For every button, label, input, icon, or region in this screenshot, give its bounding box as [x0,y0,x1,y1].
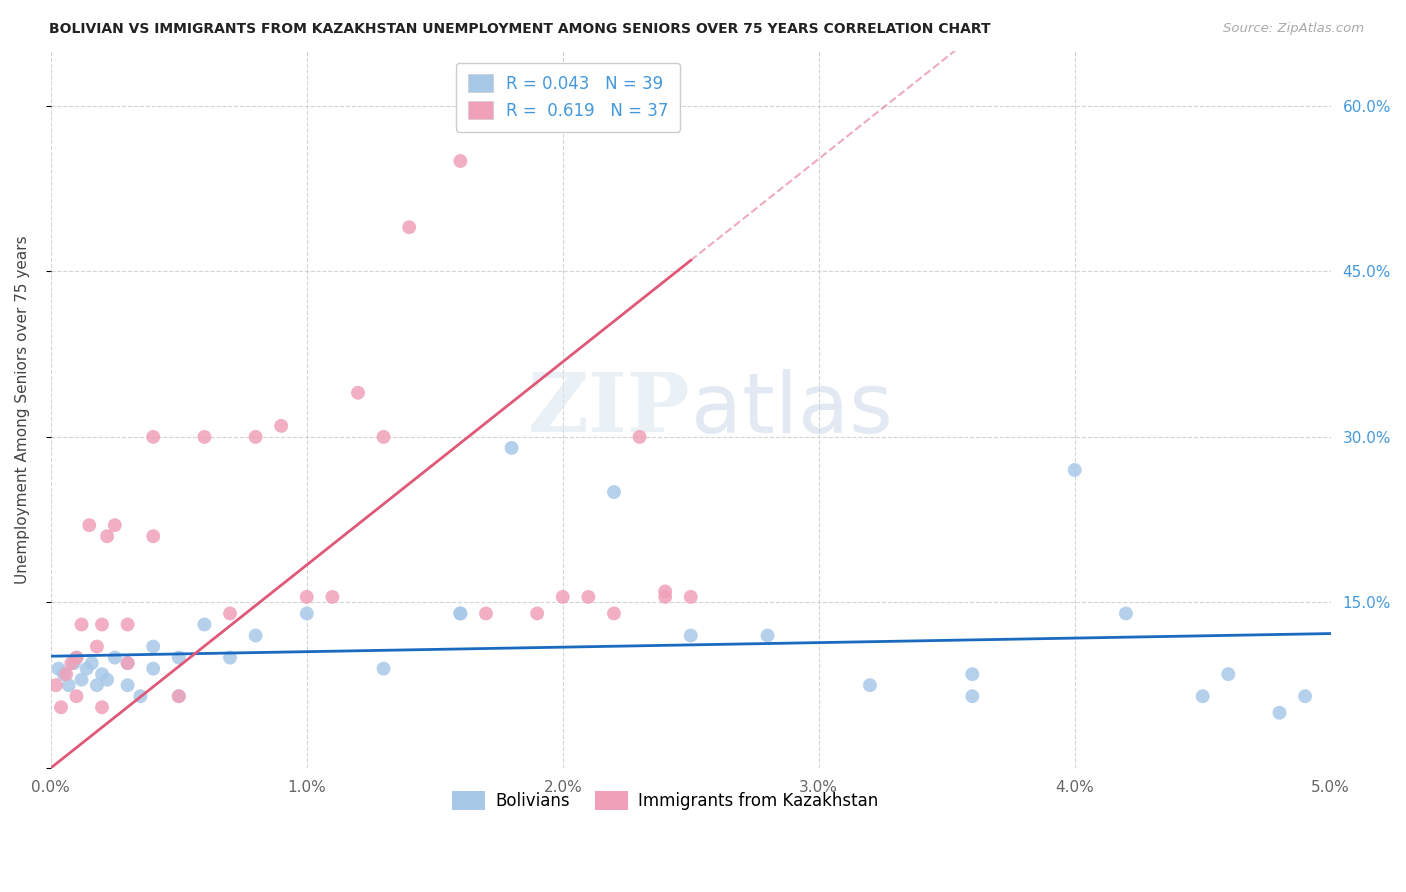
Point [219,650,242,665]
Point [193,430,215,444]
Point [117,678,139,692]
Point [96,529,118,543]
Point [1218,667,1240,681]
Point [1191,690,1213,704]
Point [398,220,420,235]
Point [654,584,676,599]
Point [86,678,108,692]
Point [603,607,626,621]
Point [117,656,139,670]
Point [60,656,83,670]
Point [142,640,165,654]
Point [55,667,77,681]
Point [245,628,267,642]
Point [321,590,343,604]
Point [76,662,98,676]
Point [167,690,190,704]
Point [373,430,395,444]
Point [1294,690,1316,704]
Point [551,590,574,604]
Point [962,667,984,681]
Point [219,607,242,621]
Point [679,590,702,604]
Point [104,518,127,533]
Point [65,650,87,665]
Point [48,662,70,676]
Point [91,667,114,681]
Point [576,590,599,604]
Point [52,667,75,681]
Point [526,607,548,621]
Point [167,690,190,704]
Point [962,690,984,704]
Point [167,650,190,665]
Point [142,430,165,444]
Point [373,662,395,676]
Point [270,418,292,433]
Point [65,650,87,665]
Point [49,700,72,714]
Point [129,690,152,704]
Point [80,656,103,670]
Point [65,690,87,704]
Point [142,662,165,676]
Legend: Bolivians, Immigrants from Kazakhstan: Bolivians, Immigrants from Kazakhstan [446,784,886,817]
Text: ZIP: ZIP [529,369,690,450]
Point [756,628,779,642]
Point [295,590,318,604]
Point [449,607,471,621]
Point [70,673,93,687]
Point [295,607,318,621]
Point [347,385,370,400]
Point [679,628,702,642]
Point [70,617,93,632]
Point [45,678,67,692]
Point [91,700,114,714]
Point [86,640,108,654]
Point [77,518,100,533]
Text: Source: ZipAtlas.com: Source: ZipAtlas.com [1223,22,1364,36]
Point [193,617,215,632]
Point [1115,607,1137,621]
Point [142,529,165,543]
Point [96,673,118,687]
Point [859,678,882,692]
Point [449,607,471,621]
Point [91,617,114,632]
Point [117,617,139,632]
Y-axis label: Unemployment Among Seniors over 75 years: Unemployment Among Seniors over 75 years [15,235,30,583]
Point [449,154,471,169]
Point [63,656,86,670]
Point [603,485,626,500]
Text: atlas: atlas [690,368,893,450]
Point [475,607,498,621]
Point [58,678,80,692]
Point [1268,706,1291,720]
Point [1063,463,1085,477]
Point [117,656,139,670]
Point [654,590,676,604]
Point [104,650,127,665]
Point [628,430,651,444]
Point [501,441,523,455]
Text: BOLIVIAN VS IMMIGRANTS FROM KAZAKHSTAN UNEMPLOYMENT AMONG SENIORS OVER 75 YEARS : BOLIVIAN VS IMMIGRANTS FROM KAZAKHSTAN U… [49,22,991,37]
Point [245,430,267,444]
